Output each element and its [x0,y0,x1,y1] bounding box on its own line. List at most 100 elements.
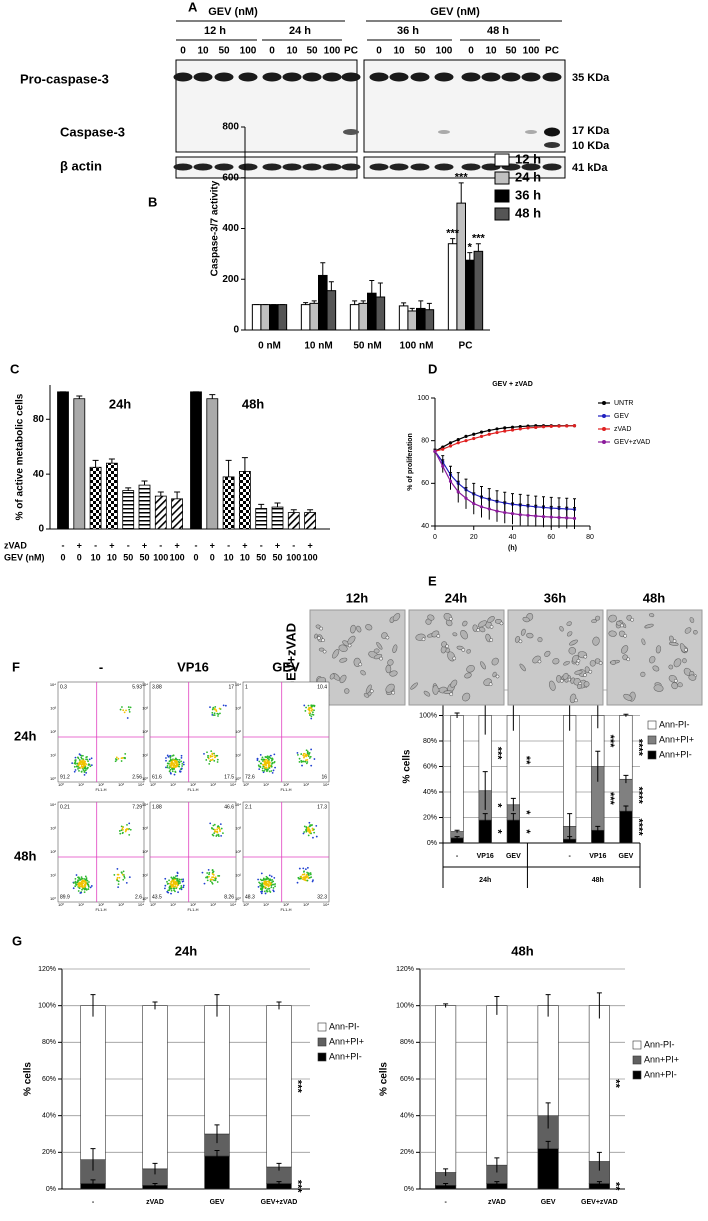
event-dot [78,887,81,890]
event-dot [212,828,215,831]
round-cell [436,634,441,638]
event-dot [167,755,170,758]
cell [479,626,486,633]
annotation: ** [610,1079,622,1088]
event-dot [267,880,270,883]
quadrant-value: 1 [245,684,248,690]
error-bar [174,491,181,499]
size-marker: 35 KDa [572,72,610,84]
event-dot [180,885,183,887]
cell [559,625,564,632]
event-dot [306,875,309,878]
round-cell [518,639,523,644]
group-label: 48h [592,877,604,884]
event-dot [83,760,86,763]
point [479,434,484,438]
event-dot [262,764,265,767]
x-tick-label: - [568,853,571,860]
band [262,72,282,82]
event-dot [84,766,87,769]
cell [608,630,617,637]
event-dot [306,827,309,829]
round-cell [452,656,457,661]
bar [349,304,360,331]
round-cell [576,658,581,663]
event-dot [211,714,214,716]
event-dot [77,756,79,759]
event-dot [178,758,181,761]
y-tick-label: 40% [400,1113,414,1120]
event-dot [81,884,84,887]
event-dot [126,827,128,830]
event-dot [180,878,183,881]
flow-tick: 10³ [142,826,148,831]
bar-segment [486,1005,508,1166]
flow-tick: 10⁴ [138,782,144,787]
y-axis-label: % cells [379,1062,390,1096]
row-value: 50 [256,552,266,562]
event-dot [121,872,123,874]
event-dot [296,881,299,884]
blot-row-label: β actin [60,158,102,173]
event-dot [262,771,265,774]
cell [373,648,380,654]
event-dot [178,763,181,766]
event-dot [129,828,132,831]
error-bar [108,458,115,464]
bar [473,250,484,331]
event-dot [169,768,172,771]
quadrant-value: 46.6 [224,804,234,810]
flow-axis-label: FL1-H [95,907,106,912]
cell [339,674,347,684]
event-dot [177,882,180,885]
row-value: - [292,540,295,550]
event-dot [213,823,216,826]
time-label: 36h [544,590,566,605]
event-dot [267,888,269,890]
event-dot [177,881,180,883]
event-dot [214,876,217,879]
event-dot [309,872,312,874]
flow-tick: 10² [190,782,196,787]
panel-label: G [12,933,22,948]
error-bar [152,1001,158,1010]
error-bar [454,712,460,719]
event-dot [173,887,176,890]
annotation: * [468,242,473,254]
flow-tick: 10¹ [170,782,176,787]
band [434,72,454,82]
x-tick-label: - [444,1199,447,1206]
event-dot [182,884,185,887]
event-dot [214,828,216,831]
flow-tick: 10⁴ [323,902,329,907]
annotation: *** [455,172,469,184]
event-dot [271,758,274,760]
event-dot [180,760,183,763]
x-tick-label: 100 nM [400,341,434,352]
event-dot [269,891,272,893]
event-dot [212,714,215,717]
event-dot [169,758,172,761]
event-dot [212,870,215,873]
event-dot [307,834,310,837]
event-dot [211,711,214,714]
event-dot [216,881,219,883]
y-tick-label: 40 [421,523,429,530]
error-bar [90,1148,96,1171]
band [434,163,454,171]
lane-label: 100 [523,46,540,57]
event-dot [214,705,217,708]
event-dot [310,715,313,718]
point [510,428,515,432]
event-dot [167,762,169,765]
legend-swatch [317,1022,327,1032]
flow-tick: 10⁰ [235,896,241,901]
quadrant-value: 2.1 [245,804,252,810]
event-dot [301,764,303,767]
event-dot [303,704,306,707]
cell [688,674,697,681]
event-dot [89,765,92,768]
event-dot [271,771,274,774]
x-tick-label: zVAD [146,1199,164,1206]
event-dot [88,758,91,761]
